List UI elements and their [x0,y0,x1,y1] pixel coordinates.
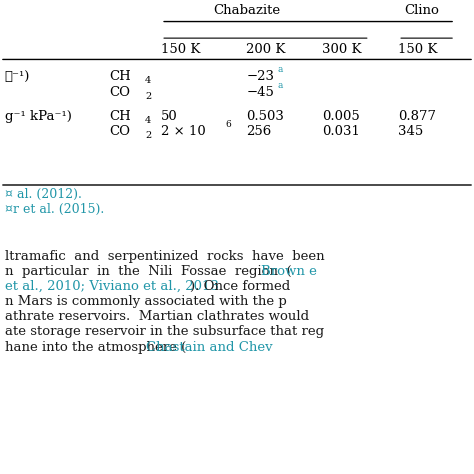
Text: 2: 2 [145,92,151,101]
Text: 256: 256 [246,126,272,138]
Text: Chastain and Chev: Chastain and Chev [146,340,273,354]
Text: n  particular  in  the  Nili  Fossae  region  (: n particular in the Nili Fossae region ( [5,264,292,278]
Text: CH: CH [109,71,131,83]
Text: CO: CO [109,126,130,138]
Text: a: a [277,81,283,90]
Text: 345: 345 [398,126,423,138]
Text: 150 K: 150 K [398,44,438,56]
Text: 0.503: 0.503 [246,110,284,123]
Text: 300 K: 300 K [322,44,362,56]
Text: 4: 4 [145,76,151,85]
Text: athrate reservoirs.  Martian clathrates would: athrate reservoirs. Martian clathrates w… [5,310,309,323]
Text: ). Once formed: ). Once formed [190,280,290,293]
Text: 0.031: 0.031 [322,126,360,138]
Text: CO: CO [109,86,130,99]
Text: g⁻¹ kPa⁻¹): g⁻¹ kPa⁻¹) [5,110,72,123]
Text: ¤r et al. (2015).: ¤r et al. (2015). [5,203,104,216]
Text: 6: 6 [225,120,231,129]
Text: 0.005: 0.005 [322,110,360,123]
Text: −45: −45 [246,86,274,99]
Text: a: a [277,65,283,74]
Text: CH: CH [109,110,131,123]
Text: 150 K: 150 K [161,44,201,56]
Text: Chabazite: Chabazite [213,4,280,17]
Text: 4: 4 [145,116,151,125]
Text: 0.877: 0.877 [398,110,436,123]
Text: et al., 2010; Viviano et al., 2013: et al., 2010; Viviano et al., 2013 [5,280,219,293]
Text: Clino: Clino [404,4,439,17]
Text: 2: 2 [145,131,151,140]
Text: −23: −23 [246,71,274,83]
Text: n Mars is commonly associated with the p: n Mars is commonly associated with the p [5,295,286,308]
Text: ate storage reservoir in the subsurface that reg: ate storage reservoir in the subsurface … [5,325,324,338]
Text: ℓ⁻¹): ℓ⁻¹) [5,71,30,83]
Text: Brown e: Brown e [261,264,317,278]
Text: ltramafic  and  serpentinized  rocks  have  been: ltramafic and serpentinized rocks have b… [5,250,324,263]
Text: 2 × 10: 2 × 10 [161,126,206,138]
Text: hane into the atmosphere (: hane into the atmosphere ( [5,340,186,354]
Text: 50: 50 [161,110,178,123]
Text: 200 K: 200 K [246,44,286,56]
Text: ¤ al. (2012).: ¤ al. (2012). [5,188,82,201]
